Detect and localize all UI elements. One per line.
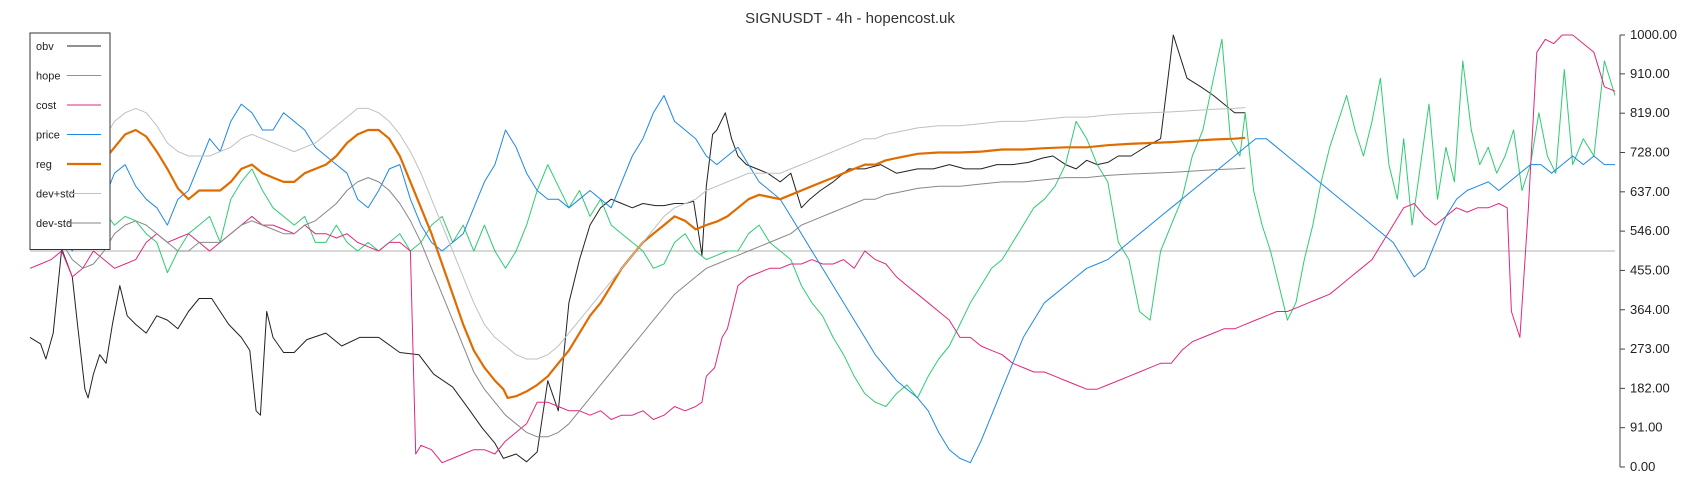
- series-layer: [29, 34, 1616, 464]
- legend-label: obv: [36, 41, 54, 53]
- y-tick-label: 1000.00: [1630, 27, 1677, 42]
- y-tick-label: 910.00: [1630, 66, 1670, 81]
- series-line-dev-std: [29, 95, 1246, 360]
- chart-title: SIGNUSDT - 4h - hopencost.uk: [745, 10, 955, 27]
- y-tick-label: 455.00: [1630, 262, 1670, 277]
- y-tick-label: 364.00: [1630, 302, 1670, 317]
- legend-label: reg: [36, 159, 52, 171]
- series-line-obv: [29, 34, 1246, 463]
- y-tick-label: 273.00: [1630, 341, 1670, 356]
- legend-label: price: [36, 130, 60, 142]
- y-axis: 0.00 91.00 182.00 273.00 364.00 455.00 546.00 6…: [1619, 27, 1677, 474]
- series-line-price: [29, 95, 1615, 464]
- y-tick-label: 0.00: [1630, 459, 1655, 474]
- legend: obv hope cost price reg dev+std dev-std: [29, 32, 111, 250]
- series-line-cost: [29, 34, 1616, 464]
- y-tick-label: 91.00: [1630, 420, 1663, 435]
- legend-label: dev+std: [36, 189, 75, 201]
- legend-label: dev-std: [36, 218, 72, 230]
- y-tick-label: 546.00: [1630, 223, 1670, 238]
- legend-box: [29, 32, 111, 250]
- legend-label: hope: [36, 71, 60, 83]
- series-line-hope: [29, 38, 1616, 407]
- y-tick-label: 182.00: [1630, 380, 1670, 395]
- y-tick-label: 637.00: [1630, 184, 1670, 199]
- series-line-dev-std: [29, 167, 1246, 438]
- y-tick-label: 728.00: [1630, 145, 1670, 160]
- series-line-reg: [29, 128, 1246, 399]
- y-tick-label: 819.00: [1630, 105, 1670, 120]
- legend-label: cost: [36, 100, 56, 112]
